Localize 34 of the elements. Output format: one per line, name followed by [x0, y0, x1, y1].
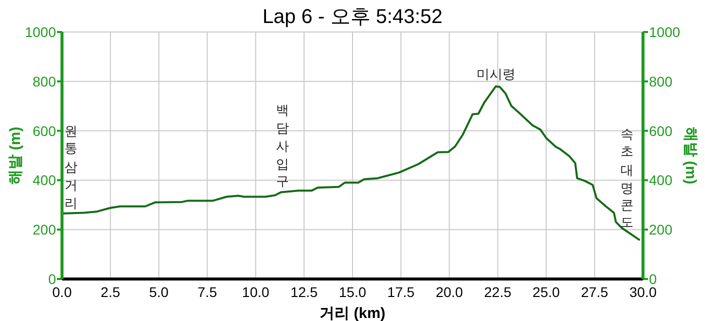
- y2-tick-label: 800: [649, 73, 673, 90]
- x-tick-label: 30.0: [629, 284, 657, 300]
- x-tick-label: 17.5: [387, 284, 415, 300]
- y2-tick-label: 600: [649, 122, 673, 139]
- annotation: 백담사입구: [275, 94, 290, 188]
- y2-tick-label: 1000: [649, 24, 680, 40]
- x-tick-label: 20.0: [436, 284, 464, 300]
- x-tick-label: 10.0: [242, 284, 270, 300]
- y-tick-label: 600: [32, 122, 56, 139]
- x-tick-label: 22.5: [484, 284, 512, 300]
- y-axis-title: 해발 (m): [7, 126, 24, 184]
- x-tick-label: 5.0: [149, 284, 169, 300]
- x-tick-label: 7.5: [198, 284, 218, 300]
- line-series: [61, 85, 640, 241]
- y-tick-label: 1000: [24, 24, 56, 40]
- x-tick-label: 27.5: [580, 284, 608, 300]
- x-tick-label: 15.0: [338, 284, 366, 300]
- y-tick-label: 800: [32, 73, 56, 90]
- annotation: 원통삼거리: [64, 116, 80, 210]
- y2-axis-title: 해발 (m): [682, 126, 699, 184]
- x-tick-label: 0.0: [52, 284, 72, 300]
- y2-tick-label: 0: [649, 271, 657, 287]
- chart-title: Lap 6 - 오후 5:43:52: [262, 6, 443, 28]
- y2-tick-label: 400: [649, 172, 673, 188]
- x-tick-label: 25.0: [532, 284, 560, 300]
- annotation: 미시령: [476, 66, 516, 82]
- x-axis-title: 거리 (km): [320, 305, 386, 321]
- y2-tick-label: 200: [649, 222, 673, 238]
- x-tick-label: 12.5: [290, 284, 318, 300]
- y-tick-label: 0: [48, 271, 56, 287]
- annotation: 속초대명콘도: [620, 118, 636, 228]
- x-tick-label: 2.5: [100, 284, 120, 300]
- y-tick-label: 400: [32, 172, 56, 188]
- y-tick-label: 200: [32, 222, 56, 238]
